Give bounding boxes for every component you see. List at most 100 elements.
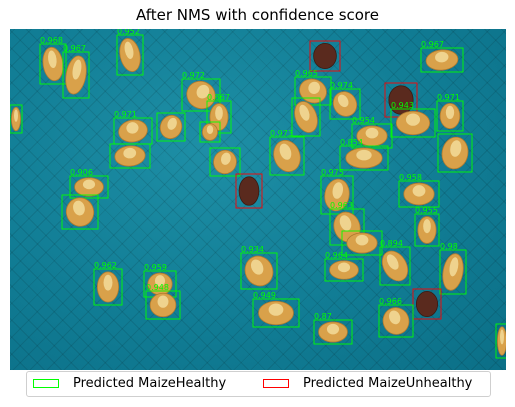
kernel-10 [118,119,148,143]
kernel-germ [299,104,310,121]
kernel-germ [412,185,426,197]
kernel-23 [238,176,260,206]
confidence-score-label: 0.954 [352,116,375,125]
bbox-healthy [351,123,393,149]
kernel-germ [215,106,223,121]
kernel-germ [14,109,18,122]
bbox-healthy [390,108,436,138]
kernel-25 [403,182,435,206]
bbox-healthy [269,136,305,176]
bbox-healthy [116,34,144,76]
kernel-germ [268,303,284,316]
legend-label-unhealthy: Predicted MaizeUnhealthy [303,376,473,391]
legend-item-healthy: Predicted MaizeHealthy [33,376,226,391]
legend-label-healthy: Predicted MaizeHealthy [73,376,227,391]
confidence-score-label: 0.87 [314,312,332,321]
kernel-germ [220,152,231,165]
kernel-34 [244,255,274,287]
kernel-germ [72,59,82,80]
confidence-score-label: 0.975 [321,168,344,177]
bbox-healthy [341,230,383,256]
bbox-healthy [156,112,186,142]
confidence-score-label: 0.934 [241,245,264,254]
bbox-unhealthy [412,288,442,320]
kernel-germ [332,182,344,199]
bbox-healthy [495,323,506,359]
kernel-6 [186,80,216,110]
confidence-score-label: 0.967 [421,40,444,49]
bbox-healthy [199,121,221,143]
kernel-15 [395,110,431,136]
kernel-9 [332,91,358,117]
kernel-21 [213,149,237,175]
kernel-33 [442,253,464,291]
confidence-score-label: 0.952 [117,29,140,36]
confidence-score-label: 0.973 [270,129,293,138]
kernel-43 [497,326,506,356]
bbox-unhealthy [235,173,263,209]
kernel-germ [157,295,169,308]
kernel-germ [73,200,85,216]
kernel-germ [308,81,320,94]
kernel-germ [82,179,96,190]
confidence-score-label: 0.906 [70,168,93,177]
confidence-score-label: 0.948 [146,283,169,292]
kernel-8 [299,78,327,104]
bbox-healthy [439,249,467,295]
kernel-26 [74,177,104,197]
kernel-40 [382,307,410,335]
kernel-germ [126,122,139,134]
confidence-score-label: 0.972 [182,71,205,80]
legend-swatch-unhealthy [263,379,289,388]
unhealthy-kernel-shape [313,42,337,70]
bbox-healthy [291,97,321,137]
kernel-32 [329,260,359,280]
kernel-36 [147,272,173,296]
unhealthy-kernel-shape [238,176,260,206]
bbox-healthy [69,175,109,199]
kernel-3 [119,38,141,72]
legend: Predicted MaizeHealthy Predicted MaizeUn… [26,371,491,397]
bbox-healthy [109,143,151,169]
bbox-healthy [329,88,361,120]
bbox-healthy [379,246,411,286]
unhealthy-kernel-shape [388,85,414,115]
confidence-score-label: 0.962 [94,261,117,270]
kernel-germ [445,105,455,119]
bbox-healthy [39,43,67,85]
kernel-germ [196,84,210,99]
kernel-24 [324,178,350,212]
bbox-healthy [320,175,354,215]
kernel-2 [65,55,87,95]
kernel-12 [201,123,218,141]
kernel-germ [154,275,166,287]
unhealthy-kernel-shape [415,290,439,317]
bbox-healthy [61,194,99,230]
kernel-germ [450,140,462,157]
confidence-score-label: 0.958 [399,173,422,182]
kernel-37 [149,292,177,318]
kernel-germ [405,113,421,126]
bbox-healthy [93,268,123,306]
detections-overlay: 0.9680.9670.9520.9670.9720.8670.9650.974… [10,29,506,359]
confidence-score-label: 0.971 [114,110,137,119]
kernel-14 [388,85,414,115]
kernel-germ [123,147,137,159]
bbox-healthy [339,145,389,171]
kernel-germ [339,215,352,231]
bbox-healthy [294,76,332,106]
kernel-germ [103,274,113,291]
kernel-germ [337,262,351,273]
kernel-germ [48,50,57,68]
confidence-score-label: 0.971 [437,93,460,102]
kernel-7 [209,103,229,131]
confidence-score-label: 0.963 [330,201,353,210]
kernel-35 [96,271,120,303]
kernel-30 [346,232,378,254]
kernel-germ [356,149,372,161]
kernel-20 [114,145,146,167]
confidence-score-label: 0.959 [144,263,167,272]
bbox-healthy [313,319,353,345]
kernel-41 [318,321,348,343]
kernel-42 [11,106,21,132]
